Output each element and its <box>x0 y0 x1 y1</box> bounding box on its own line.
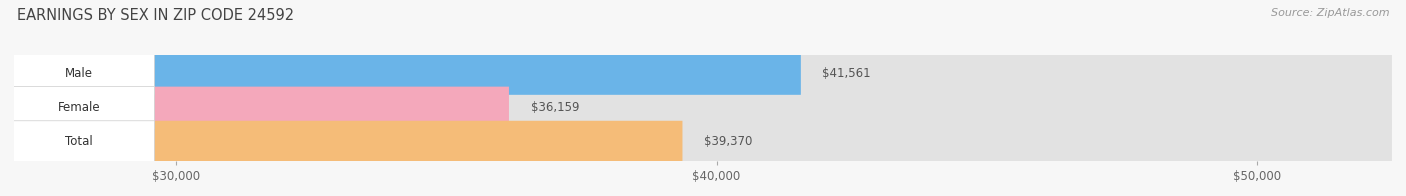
FancyBboxPatch shape <box>14 121 1392 163</box>
FancyBboxPatch shape <box>14 53 1392 95</box>
Text: EARNINGS BY SEX IN ZIP CODE 24592: EARNINGS BY SEX IN ZIP CODE 24592 <box>17 8 294 23</box>
Text: Source: ZipAtlas.com: Source: ZipAtlas.com <box>1271 8 1389 18</box>
FancyBboxPatch shape <box>14 121 682 163</box>
FancyBboxPatch shape <box>3 53 155 95</box>
Text: $36,159: $36,159 <box>530 101 579 114</box>
FancyBboxPatch shape <box>14 87 1392 129</box>
FancyBboxPatch shape <box>14 87 509 129</box>
FancyBboxPatch shape <box>3 121 155 163</box>
Text: Female: Female <box>58 101 100 114</box>
FancyBboxPatch shape <box>14 53 801 95</box>
Text: Male: Male <box>65 67 93 80</box>
Text: $39,370: $39,370 <box>704 135 752 148</box>
Text: Total: Total <box>65 135 93 148</box>
FancyBboxPatch shape <box>3 87 155 129</box>
Text: $41,561: $41,561 <box>823 67 872 80</box>
